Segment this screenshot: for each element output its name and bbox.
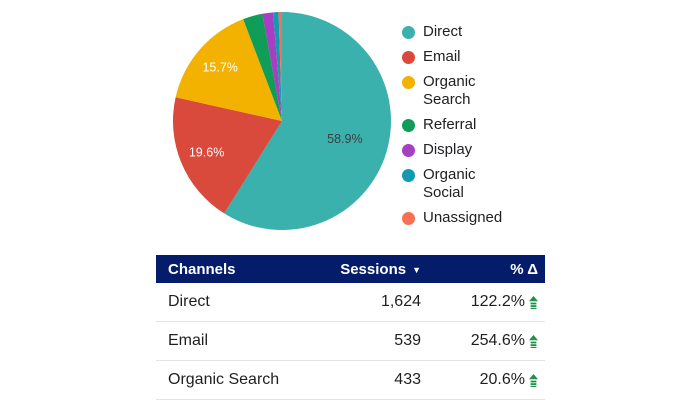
channel-cell: Organic Search: [168, 371, 280, 388]
channel-cell: Direct: [168, 293, 210, 310]
pie-slice-direct[interactable]: [224, 12, 391, 230]
legend-item-label: Email: [423, 48, 461, 65]
legend-item-label: Referral: [423, 116, 477, 133]
delta-up-icon: [529, 334, 538, 348]
pie-slice-percent-label: 19.6%: [189, 146, 224, 160]
legend-item-label: Direct: [423, 23, 463, 40]
delta-cell: 20.6%: [427, 371, 545, 389]
legend-dot-icon: [402, 118, 415, 132]
pie-slice-organic-search[interactable]: [175, 19, 282, 121]
legend-item-email[interactable]: Email: [402, 48, 511, 66]
pie-chart: 58.9% 19.6% 15.7%: [173, 12, 391, 230]
delta-up-icon: [529, 295, 538, 309]
delta-value: 122.2%: [470, 293, 525, 310]
legend-item-label: Display: [423, 141, 473, 158]
legend-item-label: Organic Social: [423, 166, 476, 201]
delta-up-icon: [529, 373, 538, 387]
legend-dot-icon: [402, 50, 415, 64]
legend-item-unassigned[interactable]: Unassigned: [402, 209, 511, 227]
channels-table: Channels Sessions ▼ % Δ Direct 1,624 122.2%…: [156, 255, 545, 400]
sessions-cell: 1,624: [380, 293, 421, 310]
table-body: Direct 1,624 122.2% Email 539 254.6% Organic S…: [156, 283, 545, 400]
legend-item-display[interactable]: Display: [402, 141, 511, 159]
pie-chart-svg: 58.9% 19.6% 15.7%: [173, 12, 391, 230]
column-header-delta[interactable]: % Δ: [510, 260, 538, 278]
delta-cell: 122.2%: [427, 293, 545, 311]
sort-desc-icon: ▼: [412, 264, 421, 275]
delta-cell: 254.6%: [427, 332, 545, 350]
table-header-row: Channels Sessions ▼ % Δ: [156, 255, 545, 283]
legend-dot-icon: [402, 211, 415, 225]
legend-dot-icon: [402, 143, 415, 157]
chart-legend: Direct Email Organic Search Referral Display…: [402, 23, 511, 227]
legend-dot-icon: [402, 168, 415, 182]
pie-slice-organic-social[interactable]: [273, 12, 282, 121]
pie-slice-percent-label: 15.7%: [202, 61, 237, 75]
delta-value: 20.6%: [479, 371, 525, 388]
pie-slice-display[interactable]: [262, 12, 282, 121]
column-header-sessions[interactable]: Sessions ▼: [307, 261, 427, 278]
legend-item-label: Organic Search: [423, 73, 476, 108]
table-row-direct[interactable]: Direct 1,624 122.2%: [156, 283, 545, 322]
pie-slice-percent-label: 58.9%: [327, 132, 362, 146]
pie-slice-email[interactable]: [173, 97, 282, 214]
channel-cell: Email: [168, 332, 209, 349]
legend-item-organic-social[interactable]: Organic Social: [402, 166, 511, 202]
table-row-organic-search[interactable]: Organic Search 433 20.6%: [156, 361, 545, 400]
sessions-cell: 433: [394, 371, 421, 388]
pie-slice-unassigned[interactable]: [278, 12, 282, 121]
pie-slice-referral[interactable]: [243, 13, 282, 121]
column-header-sessions-label: Sessions: [340, 260, 407, 278]
legend-dot-icon: [402, 25, 415, 39]
delta-value: 254.6%: [470, 332, 525, 349]
legend-dot-icon: [402, 75, 415, 89]
legend-item-direct[interactable]: Direct: [402, 23, 511, 41]
table-row-email[interactable]: Email 539 254.6%: [156, 322, 545, 361]
sessions-cell: 539: [394, 332, 421, 349]
legend-item-referral[interactable]: Referral: [402, 116, 511, 134]
legend-item-organic-search[interactable]: Organic Search: [402, 73, 511, 109]
column-header-channels[interactable]: Channels: [168, 260, 236, 278]
legend-item-label: Unassigned: [423, 209, 503, 226]
